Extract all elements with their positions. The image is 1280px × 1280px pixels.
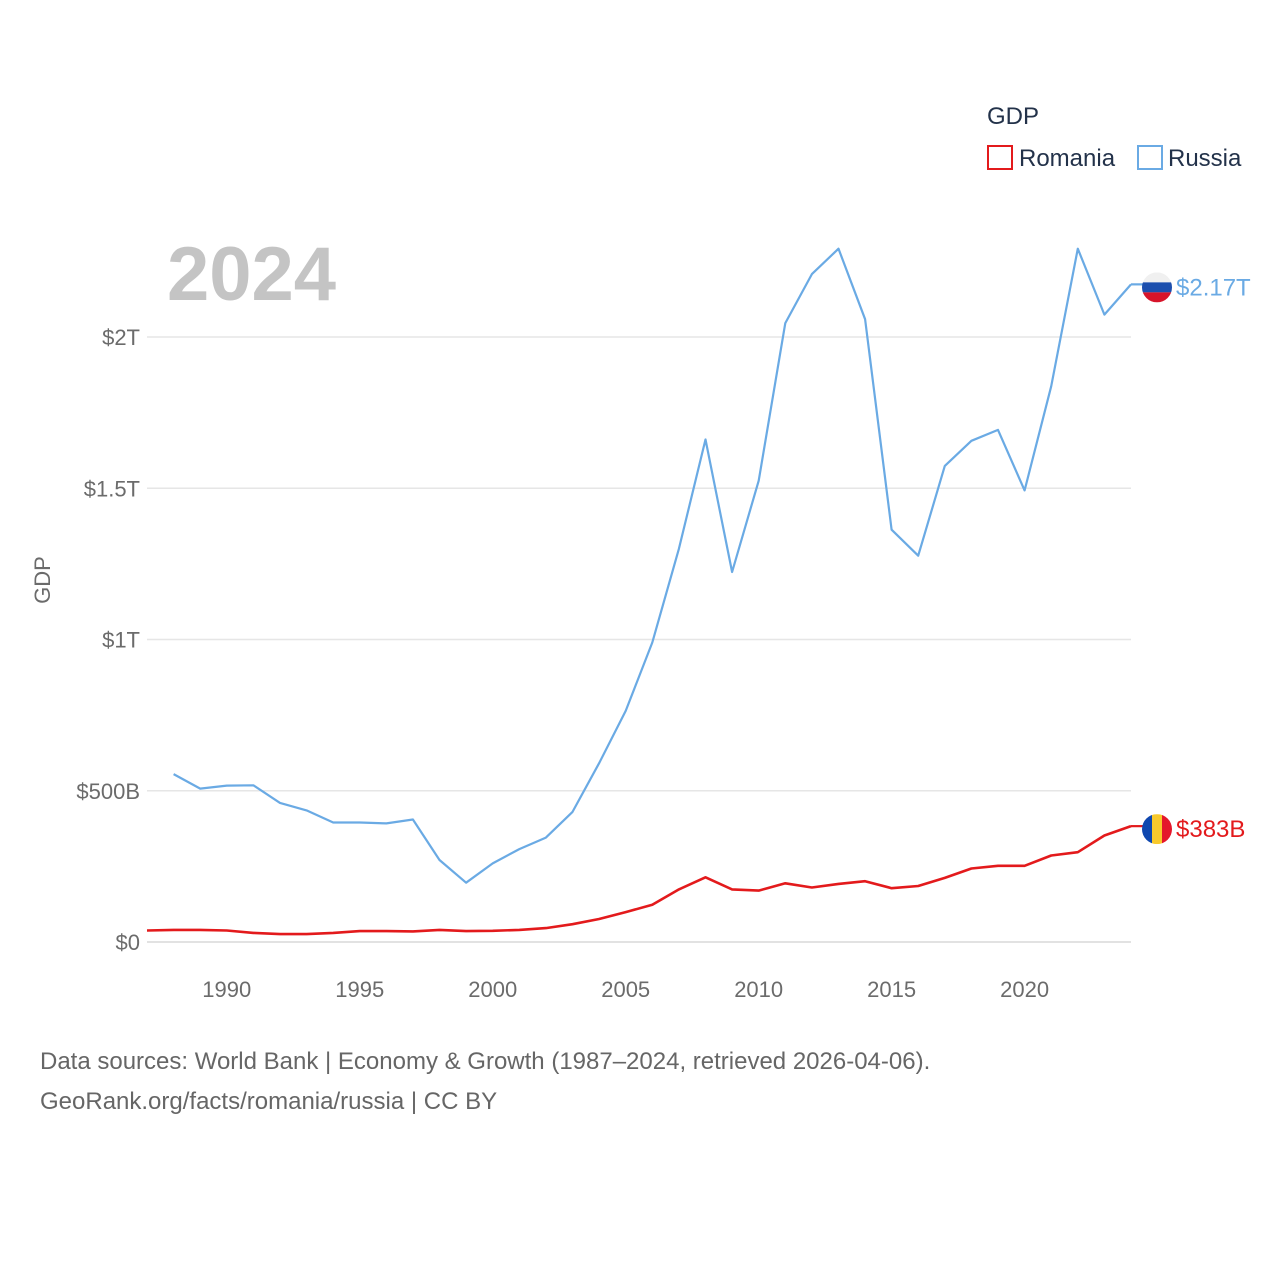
year-watermark: 2024 — [167, 232, 336, 317]
grid-lines — [147, 336, 1131, 943]
russia-flag — [1142, 272, 1172, 303]
romania-flag — [1142, 814, 1172, 845]
x-tick-label: 1995 — [335, 977, 384, 1002]
legend-label-romania[interactable]: Romania — [1019, 145, 1116, 172]
legend-title: GDP — [987, 103, 1039, 130]
series-line-russia[interactable] — [173, 247, 1132, 884]
y-tick-label: $1T — [102, 628, 140, 653]
legend-swatch-romania[interactable] — [987, 145, 1013, 170]
legend-swatch-russia[interactable] — [1137, 145, 1163, 170]
x-axis-ticks: 1990 1995 2000 2005 2010 2015 2020 — [202, 977, 1049, 1002]
y-axis-ticks: $0 $500B $1T $1.5T $2T — [76, 325, 140, 955]
x-tick-label: 2020 — [1000, 977, 1049, 1002]
data-sources-note: Data sources: World Bank | Economy & Gro… — [40, 1048, 931, 1075]
y-tick-label: $500B — [76, 779, 140, 804]
end-markers: $383B $2.17T — [1131, 272, 1251, 845]
x-tick-label: 2010 — [734, 977, 783, 1002]
legend-label-russia[interactable]: Russia — [1168, 145, 1242, 172]
footer: Data sources: World Bank | Economy & Gro… — [40, 1042, 930, 1122]
series-layer — [146, 247, 1132, 936]
x-tick-label: 1990 — [202, 977, 251, 1002]
attribution-link[interactable]: GeoRank.org/facts/romania/russia | CC BY — [40, 1088, 498, 1115]
legend: GDP Romania Russia — [987, 103, 1242, 172]
y-tick-label: $0 — [116, 930, 140, 955]
gdp-line-chart: $0 $500B $1T $1.5T $2T 1990 1995 2000 2005 2010 2… — [30, 103, 1251, 1002]
x-tick-label: 2000 — [468, 977, 517, 1002]
y-axis-title: GDP — [30, 556, 55, 604]
end-value-label-russia: $2.17T — [1176, 274, 1251, 301]
x-tick-label: 2015 — [867, 977, 916, 1002]
y-tick-label: $1.5T — [84, 476, 140, 501]
x-tick-label: 2005 — [601, 977, 650, 1002]
y-tick-label: $2T — [102, 325, 140, 350]
end-value-label-romania: $383B — [1176, 816, 1245, 843]
series-line-romania[interactable] — [146, 824, 1132, 936]
